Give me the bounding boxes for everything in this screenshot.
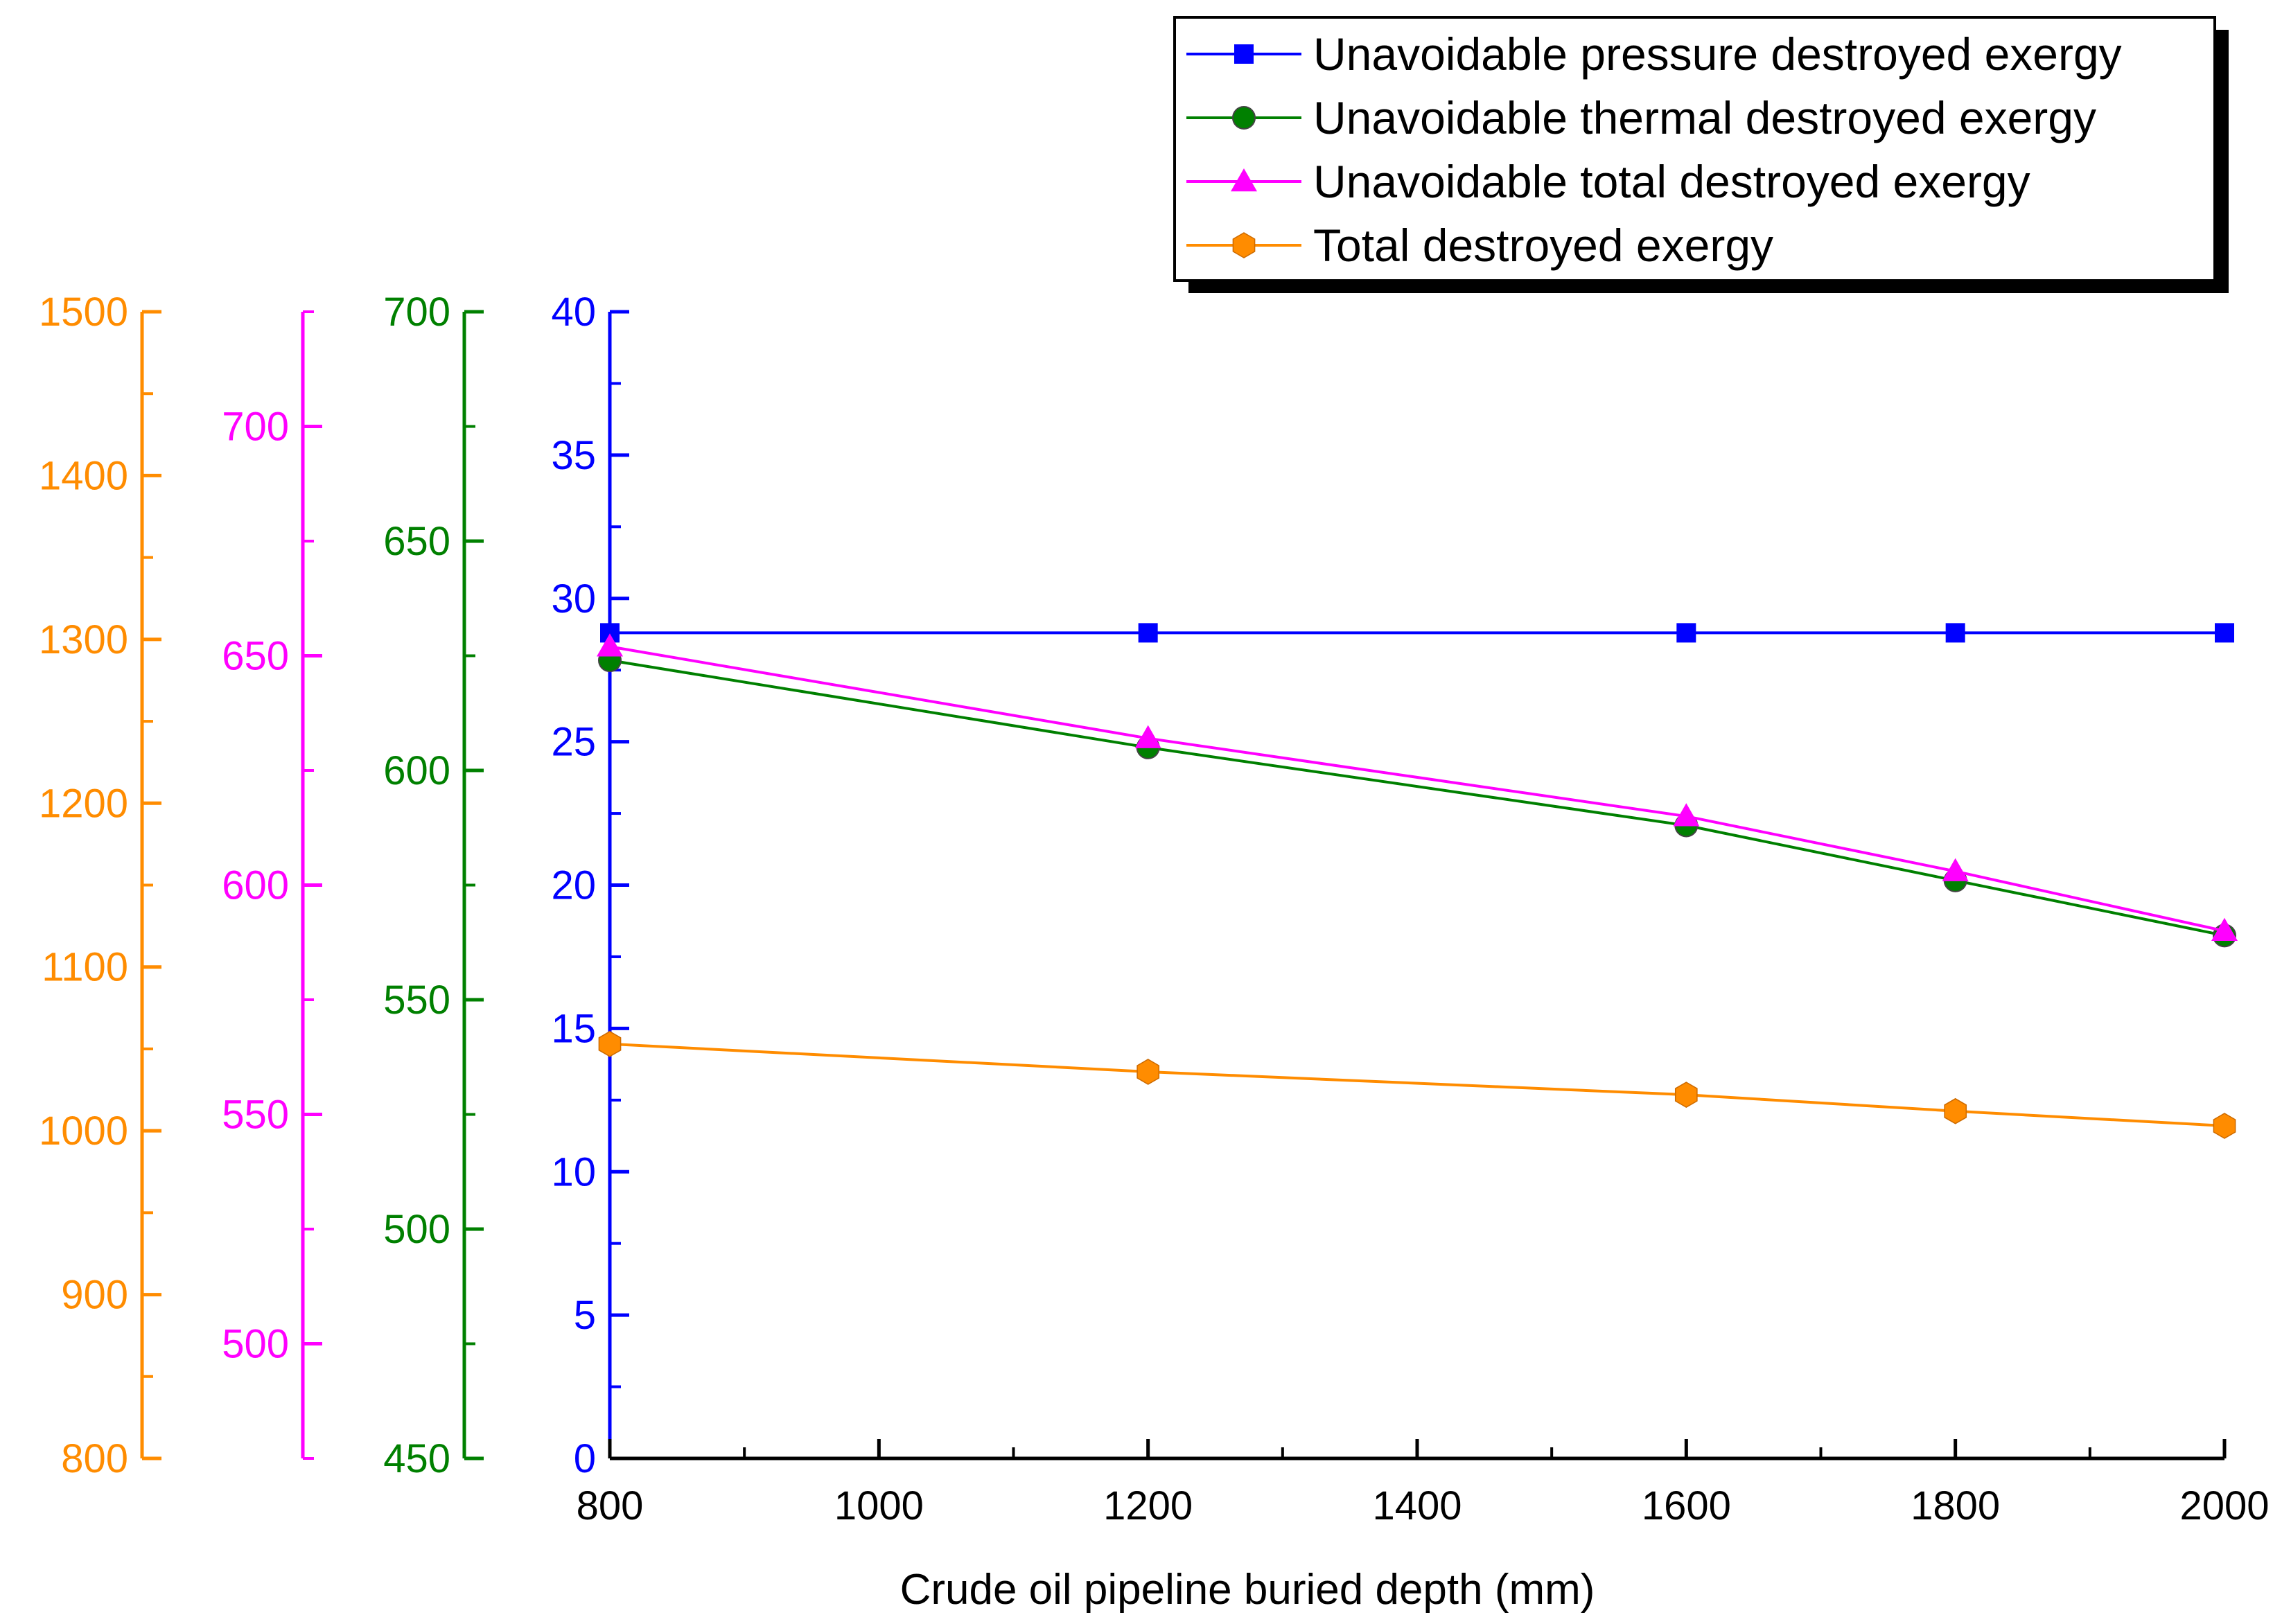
- legend-label-total: Total destroyed exergy: [1313, 220, 1773, 271]
- x-tick-label: 1400: [1372, 1483, 1462, 1528]
- y-tick-label-total: 800: [61, 1436, 128, 1481]
- y-tick-label-unavoidable_total: 650: [222, 634, 289, 679]
- data-point-unavoidable_total: [2211, 917, 2238, 941]
- data-point-total: [2213, 1113, 2236, 1139]
- y-tick-label-thermal: 650: [383, 519, 450, 564]
- legend-marker-unavoidable_total: [1231, 168, 1257, 192]
- y-tick-label-pressure: 10: [551, 1149, 596, 1194]
- x-tick-label: 1600: [1642, 1483, 1731, 1528]
- x-tick-label: 1200: [1103, 1483, 1193, 1528]
- data-point-unavoidable_total: [1673, 803, 1700, 827]
- y-tick-label-total: 1300: [39, 617, 128, 662]
- series-layer: [597, 623, 2238, 1139]
- legend-label-thermal: Unavoidable thermal destroyed exergy: [1313, 92, 2096, 143]
- data-point-unavoidable_total: [597, 633, 623, 657]
- y-tick-label-total: 1400: [39, 453, 128, 498]
- y-tick-label-pressure: 0: [574, 1436, 596, 1481]
- y-tick-label-thermal: 450: [383, 1436, 450, 1481]
- axes-layer: 800 900 1000 1100 1200 1300 1400 1500 500 550 600 6…: [39, 290, 2270, 1528]
- y-tick-label-unavoidable_total: 600: [222, 863, 289, 908]
- x-tick-label: 1800: [1911, 1483, 2000, 1528]
- legend: Unavoidable pressure destroyed exergy Una…: [1173, 16, 2229, 293]
- x-tick-label: 800: [577, 1483, 644, 1528]
- y-tick-label-thermal: 500: [383, 1207, 450, 1252]
- y-tick-label-pressure: 25: [551, 720, 596, 765]
- y-tick-label-pressure: 35: [551, 433, 596, 478]
- y-tick-label-total: 900: [61, 1273, 128, 1318]
- data-point-pressure: [1676, 623, 1696, 643]
- y-tick-label-pressure: 30: [551, 576, 596, 621]
- y-tick-label-pressure: 15: [551, 1006, 596, 1051]
- y-tick-label-unavoidable_total: 550: [222, 1093, 289, 1138]
- legend-marker-thermal: [1232, 106, 1256, 130]
- data-point-unavoidable_total: [1134, 725, 1161, 748]
- legend-label-pressure: Unavoidable pressure destroyed exergy: [1313, 28, 2122, 80]
- data-point-total: [598, 1030, 622, 1057]
- legend-box: [1173, 16, 2216, 282]
- legend-marker-total: [1232, 232, 1256, 258]
- data-point-pressure: [1945, 623, 1965, 643]
- x-tick-label: 1000: [834, 1483, 924, 1528]
- x-axis-title: Crude oil pipeline buried depth (mm): [900, 1566, 1595, 1614]
- y-tick-label-total: 1200: [39, 781, 128, 826]
- series-line-total: [609, 1042, 2225, 1127]
- y-tick-label-pressure: 5: [574, 1293, 596, 1338]
- series-line-thermal: [609, 659, 2225, 937]
- y-tick-label-total: 1100: [42, 945, 128, 990]
- y-tick-label-unavoidable_total: 700: [222, 405, 289, 450]
- x-tick-label: 2000: [2179, 1483, 2269, 1528]
- y-tick-label-unavoidable_total: 500: [222, 1322, 289, 1367]
- y-tick-label-pressure: 20: [551, 863, 596, 908]
- data-point-total: [1674, 1082, 1698, 1108]
- data-point-pressure: [2215, 623, 2234, 643]
- data-point-unavoidable_total: [1942, 858, 1969, 881]
- y-tick-label-pressure: 40: [551, 290, 596, 335]
- y-tick-label-total: 1000: [39, 1109, 128, 1154]
- legend-label-unavoidable_total: Unavoidable total destroyed exergy: [1313, 156, 2030, 207]
- data-point-total: [1136, 1059, 1160, 1085]
- y-tick-label-total: 1500: [39, 290, 128, 335]
- data-point-pressure: [1138, 623, 1158, 643]
- y-tick-label-thermal: 600: [383, 748, 450, 793]
- data-point-total: [1944, 1097, 1967, 1124]
- y-tick-label-thermal: 550: [383, 978, 450, 1023]
- legend-marker-pressure: [1234, 44, 1254, 64]
- y-tick-label-thermal: 700: [383, 290, 450, 335]
- series-line-unavoidable_total: [609, 645, 2225, 933]
